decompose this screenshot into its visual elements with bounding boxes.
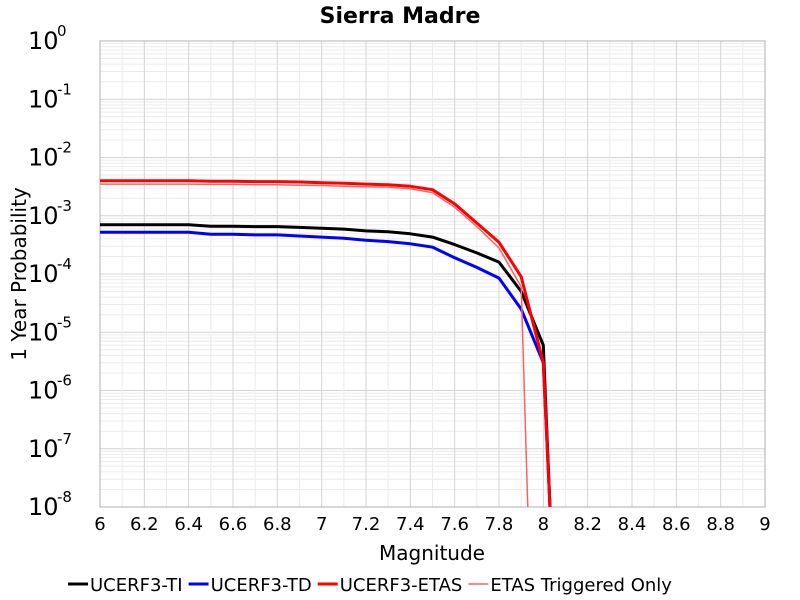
- y-tick-base: 10: [28, 318, 59, 346]
- x-axis-label: Magnitude: [379, 541, 485, 565]
- y-axis-label: 1 Year Probability: [7, 187, 31, 361]
- legend-label-3: ETAS Triggered Only: [490, 575, 672, 596]
- x-tick-label: 8.8: [706, 514, 735, 535]
- x-tick-label: 7.2: [352, 514, 381, 535]
- x-tick-label: 6: [94, 514, 105, 535]
- series-layer: [100, 179, 552, 508]
- y-tick-exponent: -6: [57, 372, 72, 390]
- y-tick-label: 10-7: [28, 430, 72, 463]
- x-tick-label: 9: [759, 514, 770, 535]
- y-tick-base: 10: [28, 202, 59, 230]
- y-tick-label: 10-8: [28, 488, 72, 521]
- x-tick-label: 6.6: [219, 514, 248, 535]
- y-tick-base: 10: [28, 377, 59, 405]
- series-line-0: [100, 223, 552, 508]
- x-tick-label: 8.2: [573, 514, 602, 535]
- y-tick-label: 10-3: [28, 197, 72, 230]
- y-tick-exponent: -4: [57, 255, 72, 273]
- series-line-2: [100, 179, 552, 508]
- y-tick-base: 10: [28, 435, 59, 463]
- y-tick-exponent: -8: [57, 488, 72, 506]
- y-tick-exponent: -5: [57, 313, 72, 331]
- y-tick-label: 100: [28, 22, 67, 55]
- y-tick-exponent: -1: [57, 80, 72, 98]
- y-tick-exponent: -7: [57, 430, 72, 448]
- y-tick-base: 10: [28, 144, 59, 172]
- y-tick-label: 10-4: [28, 255, 72, 288]
- legend: UCERF3-TI UCERF3-TD UCERF3-ETAS ETAS Trigge…: [68, 575, 672, 596]
- x-tick-label: 6.8: [263, 514, 292, 535]
- y-tick-exponent: 0: [57, 22, 67, 40]
- x-tick-label: 6.4: [174, 514, 203, 535]
- x-tick-label: 8: [538, 514, 549, 535]
- y-tick-label: 10-1: [28, 80, 72, 113]
- y-tick-exponent: -3: [57, 197, 72, 215]
- x-tick-label: 7.4: [396, 514, 425, 535]
- plot-area: [99, 40, 766, 508]
- x-tick-label: 7: [316, 514, 327, 535]
- series-line-1: [100, 230, 552, 508]
- y-tick-base: 10: [28, 85, 59, 113]
- y-tick-label: 10-2: [28, 139, 72, 172]
- x-tick-label: 7.8: [485, 514, 514, 535]
- y-tick-base: 10: [28, 260, 59, 288]
- y-tick-base: 10: [28, 27, 59, 55]
- x-tick-label: 7.6: [440, 514, 469, 535]
- chart-title: Sierra Madre: [320, 4, 481, 29]
- y-tick-exponent: -2: [57, 139, 72, 157]
- legend-label-1: UCERF3-TD: [211, 575, 312, 596]
- series-line-3: [100, 183, 529, 508]
- legend-label-2: UCERF3-ETAS: [340, 575, 463, 596]
- x-tick-label: 6.2: [130, 514, 159, 535]
- x-tick-label: 8.6: [662, 514, 691, 535]
- y-tick-base: 10: [28, 493, 59, 521]
- y-tick-label: 10-6: [28, 372, 72, 405]
- legend-label-0: UCERF3-TI: [90, 575, 183, 596]
- y-tick-label: 10-5: [28, 313, 72, 346]
- x-tick-label: 8.4: [618, 514, 647, 535]
- x-axis-ticks: 6 6.2 6.4 6.6 6.8 7 7.2 7.4 7.6 7.8 8 8.2 8.4 8.6 8.8 9: [94, 514, 770, 535]
